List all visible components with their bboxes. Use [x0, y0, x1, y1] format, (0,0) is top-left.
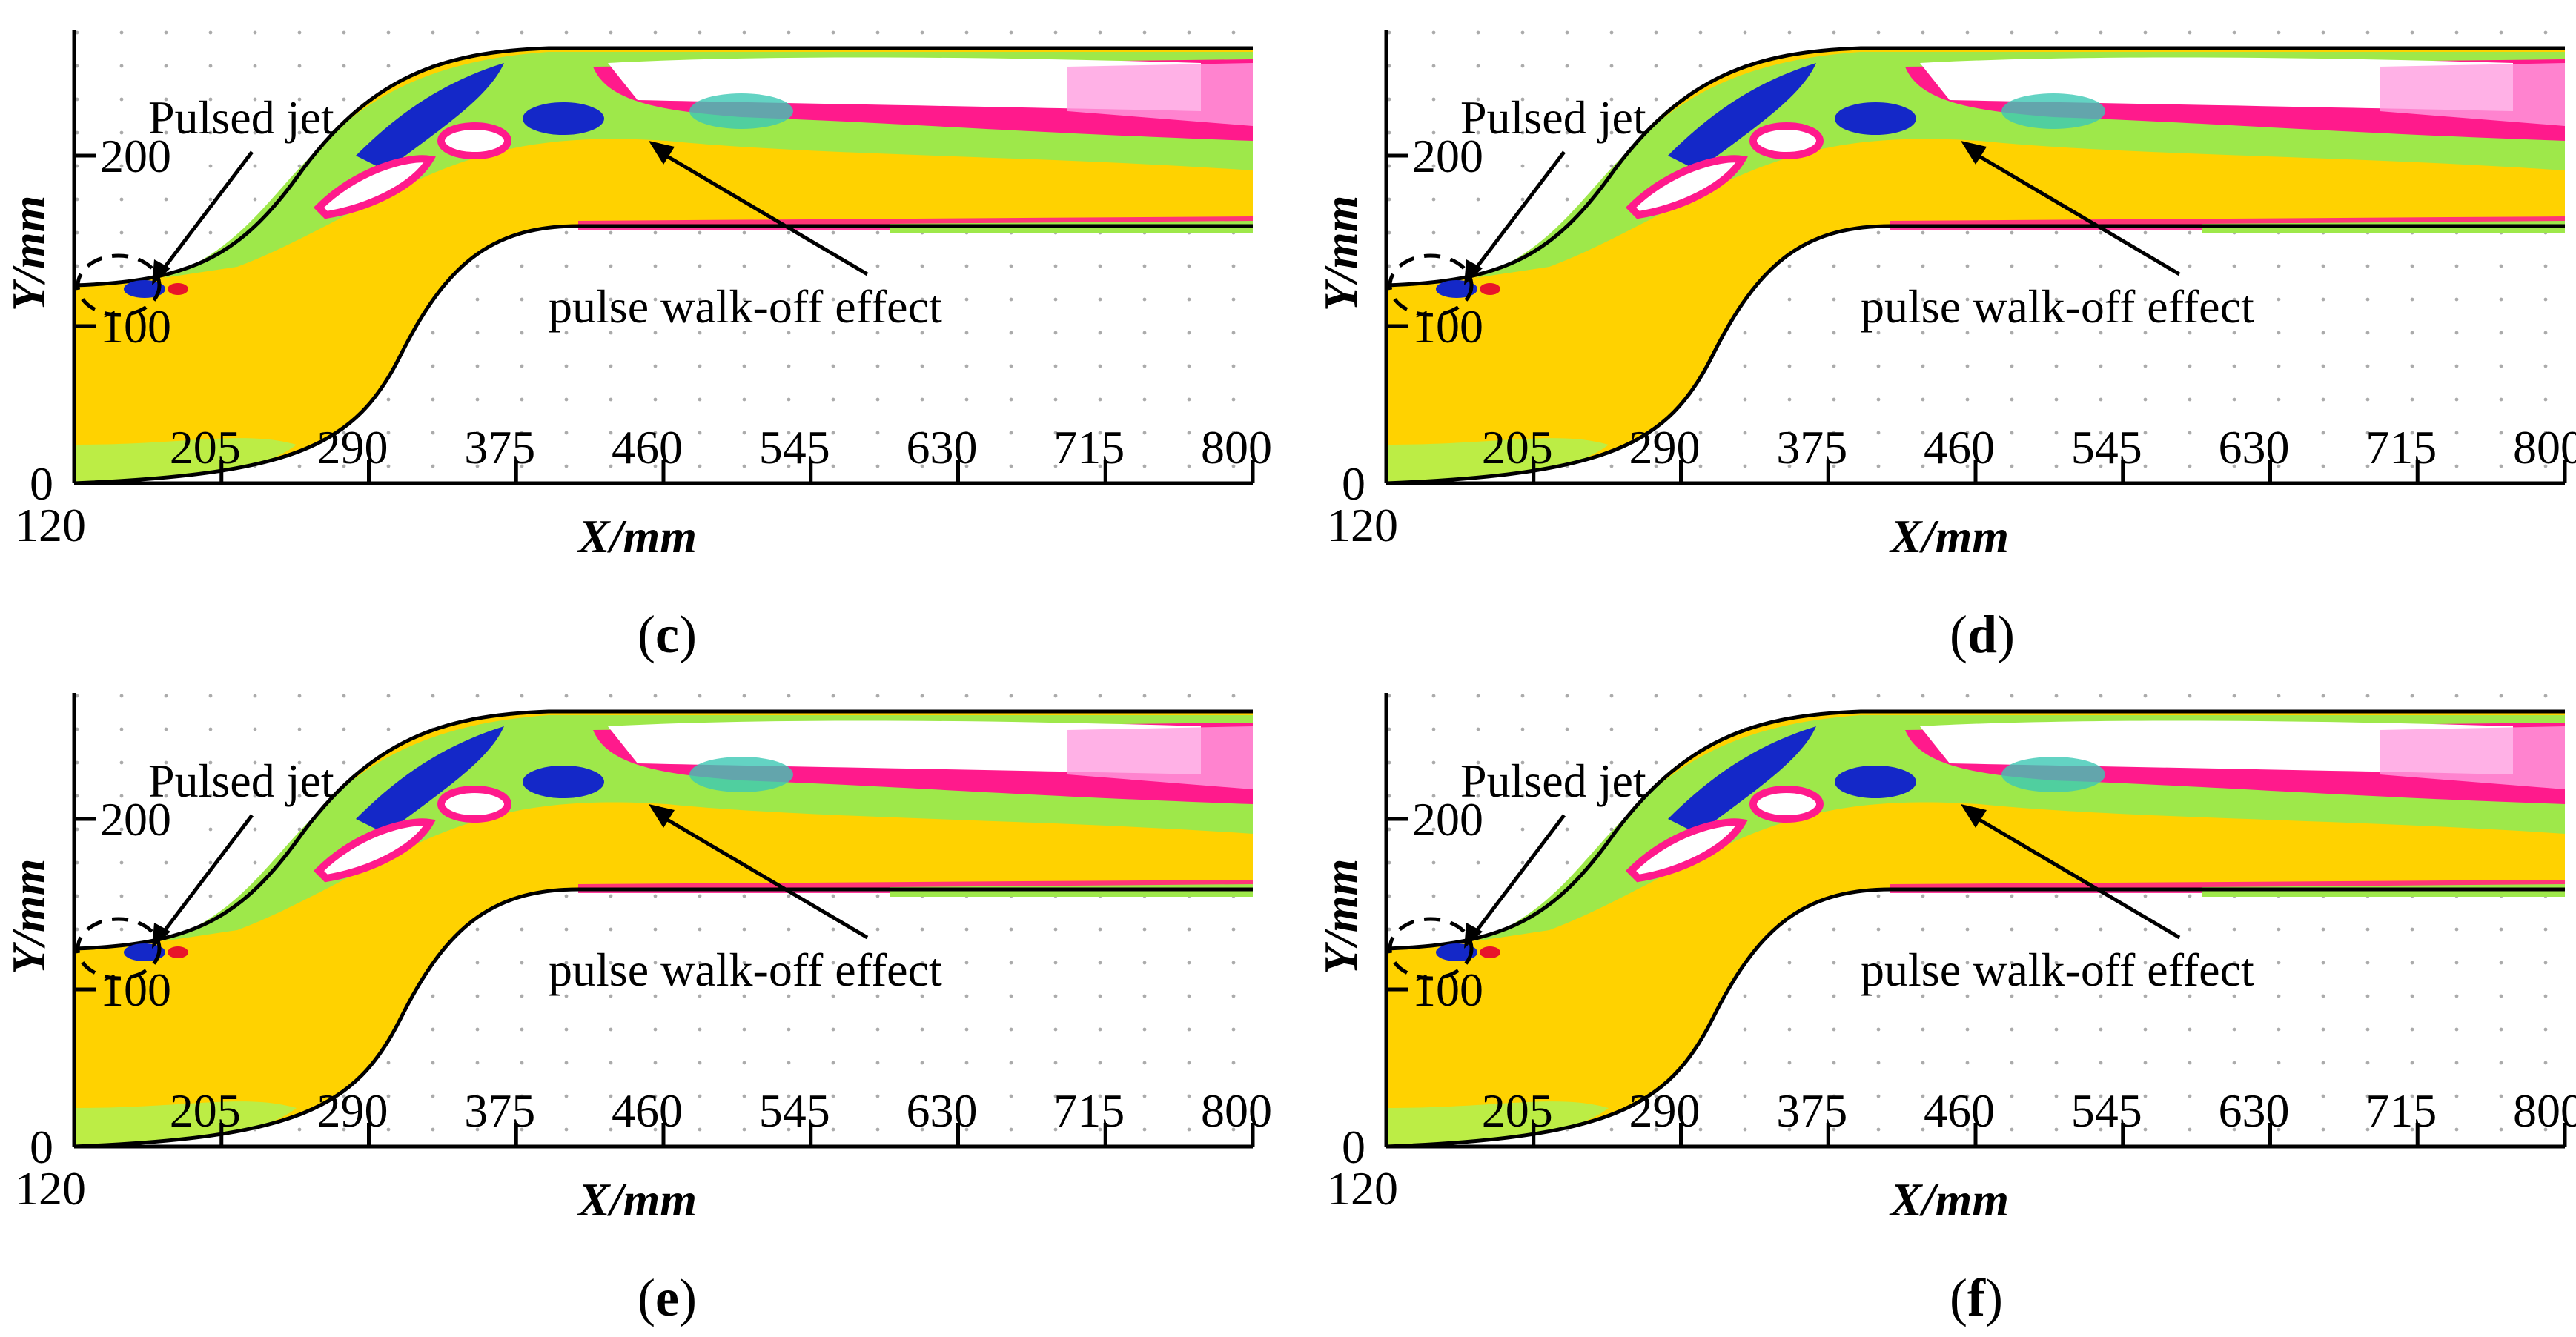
jet-arrowhead	[1464, 259, 1483, 285]
jet-arrowhead	[152, 923, 170, 949]
panel-caption: (e)	[638, 1268, 697, 1327]
pulsed-jet-label: Pulsed jet	[148, 754, 334, 807]
x-axis-title: X/mm	[577, 510, 697, 563]
y-tick-label: 0	[1342, 1121, 1365, 1173]
walk-off-label: pulse walk-off effect	[549, 280, 942, 333]
x-tick-label: 205	[170, 421, 241, 474]
walk-off-arrow	[1970, 150, 2181, 276]
walk-off-label: pulse walk-off effect	[1861, 280, 2254, 333]
x-tick-label: 545	[759, 1084, 830, 1137]
panel-overlay: 120 205 290 375 460 545 630 715 800 0 100 200 X/mm Y/…	[2, 693, 1272, 1327]
x-tick-label: 205	[1482, 421, 1553, 474]
jet-arrow	[158, 150, 254, 276]
x-tick-label: 800	[1201, 421, 1272, 474]
x-tick-label: 120	[1327, 1162, 1398, 1215]
x-tick-label: 120	[15, 499, 86, 551]
walk-off-arrowhead	[1961, 141, 1987, 165]
jet-highlight-circle	[1388, 253, 1474, 317]
jet-highlight-circle	[76, 917, 162, 981]
x-tick-label: 545	[2071, 421, 2142, 474]
jet-arrowhead	[1464, 923, 1483, 949]
panel-overlay: 120 205 290 375 460 545 630 715 800 0 100 200 X/mm Y/…	[2, 30, 1272, 664]
panel-caption: (c)	[638, 605, 697, 664]
x-tick-label: 460	[612, 1084, 683, 1137]
walk-off-label: pulse walk-off effect	[1861, 943, 2254, 996]
x-tick-label: 545	[2071, 1084, 2142, 1137]
pulsed-jet-label: Pulsed jet	[148, 91, 334, 144]
jet-arrowhead	[152, 259, 170, 285]
x-tick-label: 715	[1053, 1084, 1125, 1137]
x-tick-label: 120	[15, 1162, 86, 1215]
y-tick-label: 0	[30, 457, 53, 510]
x-tick-label: 800	[1201, 1084, 1272, 1137]
x-tick-label: 205	[1482, 1084, 1553, 1137]
pulsed-jet-label: Pulsed jet	[1460, 91, 1646, 144]
y-axis-title: Y/mm	[2, 859, 55, 975]
walk-off-arrow	[1970, 813, 2181, 940]
walk-off-arrow	[658, 150, 869, 276]
y-tick-label: 200	[1412, 130, 1483, 182]
panel-overlay: 120 205 290 375 460 545 630 715 800 0 100 200 X/mm Y/…	[1314, 30, 2576, 664]
pulsed-jet-label: Pulsed jet	[1460, 754, 1646, 807]
x-axis-title: X/mm	[577, 1173, 697, 1226]
y-tick-label: 100	[1412, 300, 1483, 353]
x-tick-label: 375	[1776, 421, 1847, 474]
panel-overlay: 120 205 290 375 460 545 630 715 800 0 100 200 X/mm Y/…	[1314, 693, 2576, 1327]
y-tick-label: 0	[30, 1121, 53, 1173]
y-tick-label: 200	[100, 793, 171, 846]
x-tick-label: 800	[2513, 1084, 2576, 1137]
walk-off-arrow	[658, 813, 869, 940]
jet-arrow	[158, 814, 254, 939]
x-axis-title: X/mm	[1889, 1173, 2009, 1226]
x-tick-label: 545	[759, 421, 830, 474]
x-tick-label: 290	[317, 421, 388, 474]
x-tick-label: 375	[464, 421, 535, 474]
jet-arrow	[1470, 814, 1566, 939]
x-tick-label: 375	[1776, 1084, 1847, 1137]
y-tick-label: 100	[100, 963, 171, 1016]
x-axis-title: X/mm	[1889, 510, 2009, 563]
walk-off-arrowhead	[649, 804, 675, 828]
y-tick-label: 200	[100, 130, 171, 182]
x-tick-label: 290	[317, 1084, 388, 1137]
walk-off-arrowhead	[649, 141, 675, 165]
x-tick-label: 375	[464, 1084, 535, 1137]
y-axis-title: Y/mm	[1314, 196, 1367, 311]
y-tick-label: 100	[100, 300, 171, 353]
x-tick-label: 715	[2365, 1084, 2437, 1137]
y-axis-title: Y/mm	[2, 196, 55, 311]
jet-highlight-circle	[76, 253, 162, 317]
x-tick-label: 715	[2365, 421, 2437, 474]
jet-highlight-circle	[1388, 917, 1474, 981]
x-tick-label: 460	[1924, 421, 1995, 474]
y-tick-label: 200	[1412, 793, 1483, 846]
x-tick-label: 630	[907, 1084, 978, 1137]
x-tick-label: 120	[1327, 499, 1398, 551]
panel-caption: (d)	[1950, 605, 2015, 664]
x-tick-label: 290	[1629, 1084, 1701, 1137]
y-tick-label: 0	[1342, 457, 1365, 510]
y-tick-label: 100	[1412, 963, 1483, 1016]
x-tick-label: 630	[907, 421, 978, 474]
x-tick-label: 630	[2219, 421, 2290, 474]
x-tick-label: 460	[1924, 1084, 1995, 1137]
x-tick-label: 630	[2219, 1084, 2290, 1137]
y-axis-title: Y/mm	[1314, 859, 1367, 975]
jet-arrow	[1470, 150, 1566, 276]
x-tick-label: 800	[2513, 421, 2576, 474]
panel-caption: (f)	[1950, 1268, 2003, 1327]
x-tick-label: 460	[612, 421, 683, 474]
x-tick-label: 715	[1053, 421, 1125, 474]
walk-off-arrowhead	[1961, 804, 1987, 828]
x-tick-label: 205	[170, 1084, 241, 1137]
walk-off-label: pulse walk-off effect	[549, 943, 942, 996]
x-tick-label: 290	[1629, 421, 1701, 474]
